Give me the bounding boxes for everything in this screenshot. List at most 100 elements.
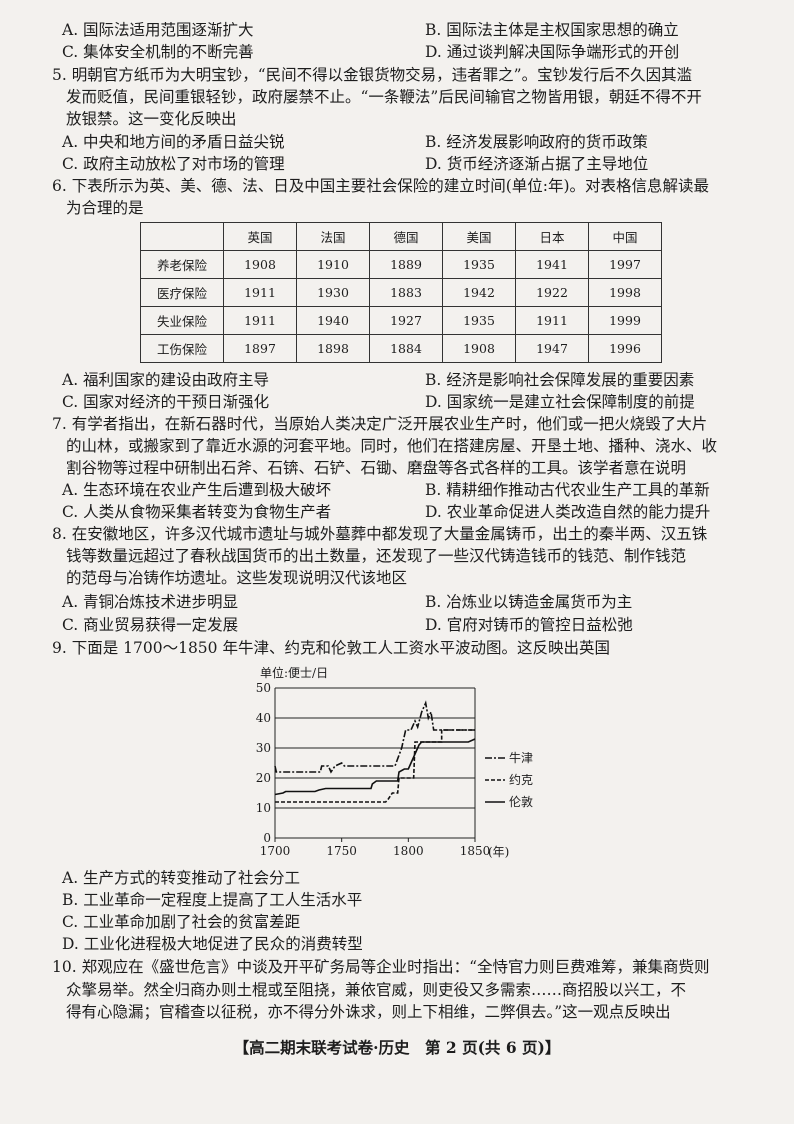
q4-option-c: C. 集体安全机制的不断完善 xyxy=(62,43,254,61)
table-cell: 1940 xyxy=(296,306,370,335)
q8-stem: 8. 在安徽地区，许多汉代城市遗址与城外墓葬中都发现了大量金属铸币，出土的秦半两… xyxy=(52,525,708,543)
y-tick-label: 50 xyxy=(256,681,271,695)
table-cell: 1922 xyxy=(515,278,589,307)
q7-stem: 7. 有学者指出，在新石器时代，当原始人类决定广泛开展农业生产时，他们或一把火烧… xyxy=(52,415,708,433)
table-header-row: 英国 法国 德国 美国 日本 中国 xyxy=(140,222,662,251)
table-cell: 1935 xyxy=(442,306,516,335)
table-cell: 1947 xyxy=(515,334,589,363)
table-cell: 1941 xyxy=(515,250,589,279)
legend-label: 约克 xyxy=(509,772,533,787)
q6-option-a: A. 福利国家的建设由政府主导 xyxy=(62,371,270,389)
table-cell: 1908 xyxy=(442,334,516,363)
q7-option-d: D. 农业革命促进人类改造自然的能力提升 xyxy=(425,503,711,521)
q7-stem: 的山林，或搬家到了靠近水源的河套平地。同时，他们在搭建房屋、开垦土地、播种、浇水… xyxy=(66,437,718,455)
wage-chart: 单位:便士/日 (年) 0 10 20 30 40 50 1700 1750 1800 1850 牛… xyxy=(256,665,533,859)
table-cell: 医疗保险 xyxy=(140,278,224,307)
table-cell: 1897 xyxy=(223,334,297,363)
q6-stem: 6. 下表所示为英、美、德、法、日及中国主要社会保险的建立时间(单位:年)。对表… xyxy=(52,177,710,195)
q8-option-d: D. 官府对铸币的管控日益松弛 xyxy=(425,616,633,634)
insurance-table: 英国 法国 德国 美国 日本 中国 养老保险 1908 1910 1889 1935 19… xyxy=(140,222,662,363)
x-axis-label: (年) xyxy=(488,845,509,859)
table-cell: 工伤保险 xyxy=(140,334,224,363)
q9-option-b: B. 工业革命一定程度上提高了工人生活水平 xyxy=(62,891,363,909)
q7-stem: 割谷物等过程中研制出石斧、石锛、石铲、石锄、磨盘等各式各样的工具。该学者意在说明 xyxy=(66,459,687,477)
y-tick-label: 30 xyxy=(256,741,271,755)
table-cell: 1911 xyxy=(223,306,297,335)
table-cell: 1898 xyxy=(296,334,370,363)
table-row: 失业保险 1911 1940 1927 1935 1911 1999 xyxy=(140,306,662,335)
y-tick-label: 20 xyxy=(256,771,271,785)
q5-option-d: D. 货币经济逐渐占据了主导地位 xyxy=(425,155,649,173)
x-tick-label: 1750 xyxy=(326,844,357,858)
q7-option-b: B. 精耕细作推动古代农业生产工具的革新 xyxy=(425,481,710,499)
table-header: 德国 xyxy=(369,222,443,251)
y-tick-label: 40 xyxy=(256,711,271,725)
q5-stem: 发而贬值，民间重银轻钞，政府屡禁不止。“一条鞭法”后民间输官之物皆用银，朝廷不得… xyxy=(66,88,702,106)
q7-option-c: C. 人类从食物采集者转变为食物生产者 xyxy=(62,503,332,521)
q6-option-d: D. 国家统一是建立社会保障制度的前提 xyxy=(425,393,695,411)
table-cell: 1883 xyxy=(369,278,443,307)
table-header: 日本 xyxy=(515,222,589,251)
q5-option-c: C. 政府主动放松了对市场的管理 xyxy=(62,155,285,173)
table-cell: 1930 xyxy=(296,278,370,307)
table-cell: 1911 xyxy=(223,278,297,307)
table-cell: 1911 xyxy=(515,306,589,335)
table-header: 中国 xyxy=(588,222,662,251)
y-tick-label: 0 xyxy=(263,831,271,845)
q7-option-a: A. 生态环境在农业产生后遭到极大破坏 xyxy=(62,481,332,499)
x-tick-label: 1700 xyxy=(260,844,291,858)
table-cell: 1942 xyxy=(442,278,516,307)
q4-option-d: D. 通过谈判解决国际争端形式的开创 xyxy=(425,43,680,61)
table-cell: 1998 xyxy=(588,278,662,307)
q10-stem: 10. 郑观应在《盛世危言》中谈及开平矿务局等企业时指出：“全恃官力则巨费难筹，… xyxy=(52,958,710,976)
table-cell: 失业保险 xyxy=(140,306,224,335)
q8-option-c: C. 商业贸易获得一定发展 xyxy=(62,616,239,634)
q10-stem: 众擎易举。然全归商办则土棍或至阻挠，兼依官威，则吏役又多需索……商招股以兴工，不 xyxy=(66,981,687,999)
q9-stem: 9. 下面是 1700～1850 年牛津、约克和伦敦工人工资水平波动图。这反映出… xyxy=(52,639,610,657)
q9-option-c: C. 工业革命加剧了社会的贫富差距 xyxy=(62,913,301,931)
table-row: 医疗保险 1911 1930 1883 1942 1922 1998 xyxy=(140,278,662,307)
q5-stem: 5. 明朝官方纸币为大明宝钞，“民间不得以金银货物交易，违者罪之”。宝钞发行后不… xyxy=(52,66,693,84)
table-cell: 1935 xyxy=(442,250,516,279)
q4-option-b: B. 国际法主体是主权国家思想的确立 xyxy=(425,21,679,39)
table-cell: 1997 xyxy=(588,250,662,279)
x-tick-label: 1800 xyxy=(393,844,424,858)
table-cell: 1927 xyxy=(369,306,443,335)
q5-stem: 放银禁。这一变化反映出 xyxy=(66,110,237,128)
q5-option-b: B. 经济发展影响政府的货币政策 xyxy=(425,133,648,151)
y-tick-label: 10 xyxy=(256,801,271,815)
q6-option-c: C. 国家对经济的干预日渐强化 xyxy=(62,393,270,411)
y-axis-label: 单位:便士/日 xyxy=(260,665,328,680)
q8-stem: 的范母与冶铸作坊遗址。这些发现说明汉代该地区 xyxy=(66,569,408,587)
table-header: 美国 xyxy=(442,222,516,251)
legend-label: 牛津 xyxy=(509,750,533,765)
table-cell: 1908 xyxy=(223,250,297,279)
series-line-solid xyxy=(274,738,476,796)
q5-option-a: A. 中央和地方间的矛盾日益尖锐 xyxy=(62,133,285,151)
table-cell: 1996 xyxy=(588,334,662,363)
table-header xyxy=(140,222,224,251)
table-row: 工伤保险 1897 1898 1884 1908 1947 1996 xyxy=(140,334,662,363)
legend-label: 伦敦 xyxy=(509,794,533,809)
page-footer: 【高二期末联考试卷·历史 第 2 页(共 6 页)】 xyxy=(233,1038,561,1057)
q8-option-b: B. 冶炼业以铸造金属货币为主 xyxy=(425,593,633,611)
table-cell: 1999 xyxy=(588,306,662,335)
table-header: 英国 xyxy=(223,222,297,251)
table-cell: 1884 xyxy=(369,334,443,363)
q6-option-b: B. 经济是影响社会保障发展的重要因素 xyxy=(425,371,695,389)
series-line-dashed xyxy=(275,729,475,803)
q8-option-a: A. 青铜冶炼技术进步明显 xyxy=(62,593,239,611)
q10-stem: 得有心隐漏；官稽查以征税，亦不得分外诛求，则上下相维，二弊俱去。”这一观点反映出 xyxy=(66,1003,671,1021)
q6-stem: 为合理的是 xyxy=(66,199,144,217)
x-tick-label: 1850 xyxy=(460,844,491,858)
q4-option-a: A. 国际法适用范围逐渐扩大 xyxy=(62,21,254,39)
q8-stem: 钱等数量远超过了春秋战国货币的出土数量，还发现了一些汉代铸造钱币的钱范、制作钱范 xyxy=(66,547,687,565)
series-line-dash-dot xyxy=(274,700,475,774)
q9-option-a: A. 生产方式的转变推动了社会分工 xyxy=(62,869,301,887)
q9-option-d: D. 工业化进程极大地促进了民众的消费转型 xyxy=(62,935,363,953)
table-cell: 养老保险 xyxy=(140,250,224,279)
table-cell: 1910 xyxy=(296,250,370,279)
table-cell: 1889 xyxy=(369,250,443,279)
table-header: 法国 xyxy=(296,222,370,251)
